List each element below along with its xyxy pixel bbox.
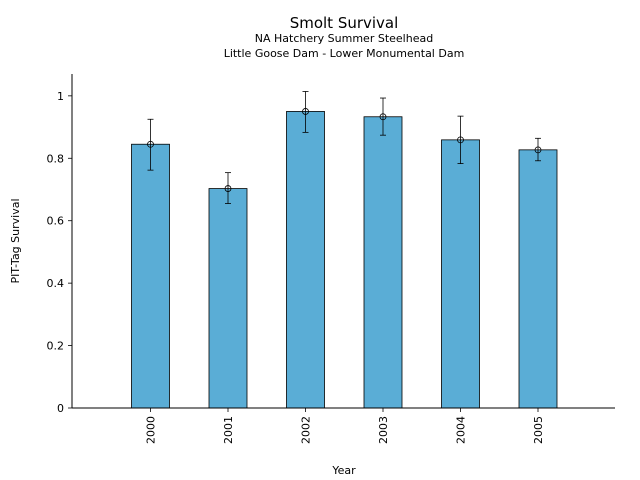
bar-2004 [441, 139, 480, 409]
chart-subtitle-line-1: NA Hatchery Summer Steelhead [255, 32, 433, 45]
y-tick-label: 0.8 [47, 152, 65, 165]
y-tick-label: 0.2 [47, 340, 65, 353]
bar-2003 [363, 116, 403, 409]
x-tick-label-2002: 2002 [300, 416, 313, 444]
chart-subtitle-line-2: Little Goose Dam - Lower Monumental Dam [224, 47, 465, 60]
y-tick-label: 1 [57, 90, 64, 103]
y-ticks-group: 0 0.2 0.4 0.6 0.8 1 [47, 90, 72, 415]
error-bars-group [147, 91, 542, 204]
y-tick-label: 0 [57, 402, 64, 415]
point-marker-2001 [224, 185, 232, 192]
bar-2001 [208, 188, 248, 409]
bar-2005 [518, 149, 558, 409]
error-bar-2001 [225, 172, 231, 204]
x-tick-label-2004: 2004 [455, 416, 468, 444]
x-ticks-group: 2000 2001 2002 2003 2004 2005 [145, 408, 545, 444]
x-tick-label-2000: 2000 [145, 416, 158, 444]
y-axis-label: PIT-Tag Survival [9, 198, 22, 283]
x-tick-label-2005: 2005 [532, 416, 545, 444]
x-tick-label-2003: 2003 [377, 416, 390, 444]
x-axis-label: Year [331, 464, 356, 477]
error-bar-2005 [535, 137, 541, 162]
bar-2002 [286, 111, 325, 409]
bars-group [131, 111, 558, 409]
point-marker-2000 [147, 140, 154, 148]
error-bar-2000 [147, 118, 154, 171]
point-marker-2003 [379, 113, 387, 121]
error-bar-2004 [457, 115, 464, 164]
error-bar-2003 [380, 97, 386, 136]
x-tick-label-2001: 2001 [222, 416, 235, 444]
error-bar-2002 [302, 91, 309, 133]
point-marker-2005 [534, 146, 542, 154]
y-tick-label: 0.6 [47, 215, 65, 228]
chart-title: Smolt Survival [290, 14, 399, 32]
point-marker-2002 [302, 108, 309, 115]
point-marker-2004 [457, 136, 464, 144]
bar-2000 [131, 143, 170, 409]
y-tick-label: 0.4 [47, 277, 65, 290]
